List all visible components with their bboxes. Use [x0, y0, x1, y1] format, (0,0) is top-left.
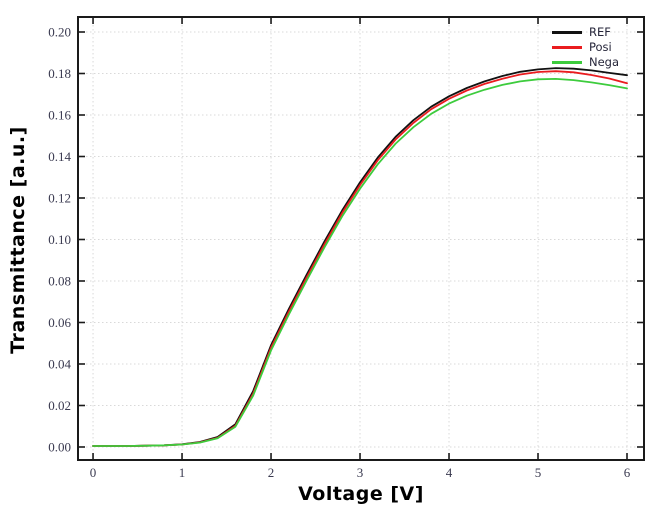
series-lines: [92, 67, 628, 447]
legend-item-nega: Nega: [552, 55, 619, 70]
x-axis-title: Voltage [V]: [298, 483, 424, 505]
legend-swatch-line: [552, 46, 582, 49]
axis-ticks: [79, 18, 643, 459]
x-tick-label: 6: [624, 465, 631, 480]
plot-frame: [77, 16, 645, 461]
y-tick-label: 0.00: [48, 439, 71, 454]
y-tick-label: 0.18: [48, 66, 71, 81]
y-tick-label: 0.04: [48, 356, 71, 371]
legend-swatch-line: [552, 61, 582, 64]
gridlines: [78, 17, 644, 460]
y-tick-label: 0.16: [48, 107, 71, 122]
legend-item-ref: REF: [552, 25, 619, 40]
x-tick-labels: 0 1 2 3 4 5 6: [90, 465, 631, 480]
x-tick-label: 5: [535, 465, 542, 480]
series-line-nega: [92, 78, 628, 447]
y-axis-title: Transmittance [a.u.]: [7, 126, 29, 354]
x-tick-label: 3: [357, 465, 364, 480]
x-tick-label: 4: [446, 465, 453, 480]
legend: REF Posi Nega: [552, 25, 619, 70]
y-tick-label: 0.14: [48, 149, 71, 164]
legend-item-posi: Posi: [552, 40, 619, 55]
x-tick-label: 1: [179, 465, 186, 480]
x-tick-label: 2: [268, 465, 275, 480]
y-tick-labels: 0.00 0.02 0.04 0.06 0.08 0.10 0.12 0.14 0.16 0.18…: [48, 25, 71, 455]
y-tick-label: 0.08: [48, 273, 71, 288]
legend-swatch-line: [552, 31, 582, 34]
x-tick-label: 0: [90, 465, 97, 480]
legend-label: Nega: [589, 54, 620, 69]
y-tick-label: 0.06: [48, 315, 71, 330]
y-tick-label: 0.12: [48, 190, 71, 205]
y-tick-label: 0.02: [48, 398, 71, 413]
y-tick-label: 0.20: [48, 25, 71, 40]
y-tick-label: 0.10: [48, 232, 71, 247]
legend-label: Posi: [589, 39, 612, 54]
legend-label: REF: [589, 24, 611, 39]
